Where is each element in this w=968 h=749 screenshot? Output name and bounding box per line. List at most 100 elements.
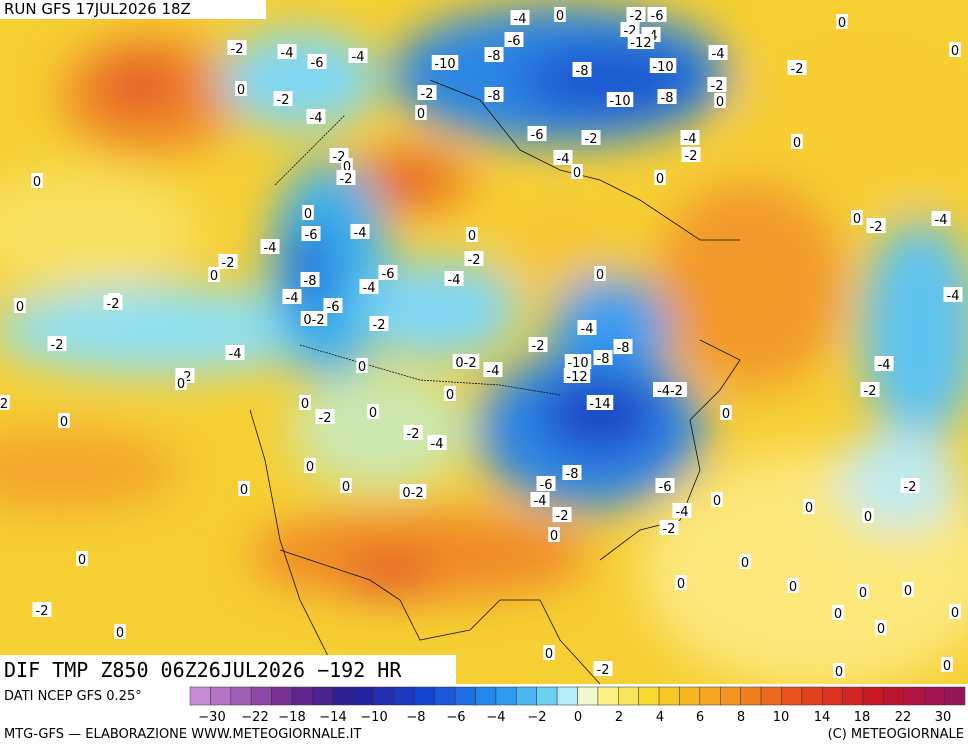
contour-label-bg <box>653 382 687 397</box>
contour-label: 0 <box>838 16 846 31</box>
colorbar-label: −18 <box>278 710 305 725</box>
contour-label: 0 <box>951 44 959 59</box>
colorbar-swatch <box>597 686 619 706</box>
contour-label-bg <box>626 7 646 22</box>
colorbar-swatch <box>801 686 823 706</box>
contour-label: -4 <box>264 241 277 256</box>
contour-label: -4 <box>354 226 367 241</box>
contour-label-bg <box>403 425 423 440</box>
contour-label: 0 <box>877 622 885 637</box>
contour-label: -2 <box>421 87 434 102</box>
contour-label: 2 <box>0 397 8 412</box>
colorbar-label: −8 <box>406 710 425 725</box>
contour-label-bg <box>681 147 701 162</box>
contour-label-bg <box>367 404 379 419</box>
contour-label-bg <box>466 227 478 242</box>
contour-label-bg <box>857 584 869 599</box>
contour-label: 0 <box>116 626 124 641</box>
colorbar-swatch <box>638 686 660 706</box>
contour-label-bg <box>444 386 456 401</box>
colorbar-swatch <box>516 686 537 706</box>
contour-label: -6 <box>659 480 672 495</box>
contour-label-bg <box>543 645 555 660</box>
contour-label: 0 <box>853 212 861 227</box>
colorbar-swatch <box>821 686 843 706</box>
contour-label-bg <box>836 14 848 29</box>
contour-label: 0 <box>369 406 377 421</box>
colorbar-label: −6 <box>446 710 465 725</box>
contour-label-bg <box>655 478 675 493</box>
contour-label-bg <box>627 34 655 49</box>
colorbar-swatch <box>230 686 252 706</box>
contour-label-bg <box>504 32 524 47</box>
contour-label: -6 <box>651 9 664 24</box>
copyright-label: (C) METEOGIORNALE <box>828 727 964 742</box>
colorbar-label: 10 <box>773 710 790 725</box>
contour-label: -4-2 <box>657 384 683 399</box>
colorbar-label: 8 <box>737 710 745 725</box>
colorbar-swatch <box>883 686 905 706</box>
contour-label: 0-2 <box>402 486 423 501</box>
colorbar-swatch <box>679 686 701 706</box>
contour-label-bg <box>484 47 504 62</box>
contour-label: 0 <box>177 377 185 392</box>
colorbar-label: 14 <box>814 710 831 725</box>
contour-label-bg <box>675 575 687 590</box>
contour-label-bg <box>356 358 368 373</box>
colorbar-swatch <box>291 686 313 706</box>
contour-label: -6 <box>382 267 395 282</box>
contour-label: 0 <box>240 483 248 498</box>
contour-label: -6 <box>508 34 521 49</box>
contour-label: 0 <box>834 607 842 622</box>
contour-label-bg <box>594 266 606 281</box>
contour-label: -2 <box>585 132 598 147</box>
contour-label: 0 <box>301 397 309 412</box>
contour-label: 0 <box>943 659 951 674</box>
contour-label: -8 <box>488 49 501 64</box>
contour-label-bg <box>238 481 250 496</box>
contour-label-bg <box>787 578 799 593</box>
colorbar-swatch <box>556 686 578 706</box>
contour-label-bg <box>530 492 550 507</box>
contour-label: -6 <box>311 56 324 71</box>
contour-label-bg <box>528 337 548 352</box>
contour-label-bg <box>649 58 677 73</box>
contour-label-bg <box>654 170 666 185</box>
colorbar-label: 6 <box>696 710 704 725</box>
contour-label: -4 <box>229 347 242 362</box>
contour-label: -4 <box>352 50 365 65</box>
contour-label: -10 <box>652 60 673 75</box>
contour-label: -10 <box>567 356 588 371</box>
source-label: DATI NCEP GFS 0.25° <box>4 689 142 704</box>
contour-label-bg <box>577 320 597 335</box>
contour-label: -14 <box>589 397 610 412</box>
contour-label-bg <box>949 604 961 619</box>
contour-label-bg <box>680 130 700 145</box>
colorbar-swatch <box>903 686 925 706</box>
contour-label: 0 <box>33 175 41 190</box>
colorbar-swatch <box>760 686 782 706</box>
contour-label-bg <box>851 210 863 225</box>
colorbar-label: −14 <box>319 710 346 725</box>
coastlines <box>249 79 741 684</box>
contour-label: 0 <box>805 501 813 516</box>
contour-label-bg <box>833 663 845 678</box>
contour-label: 0 <box>951 606 959 621</box>
contour-label-bg <box>787 60 807 75</box>
contour-label-bg <box>606 92 634 107</box>
contour-label-bg <box>47 336 67 351</box>
contour-label: 0 <box>550 529 558 544</box>
colorbar: −30 −22 −18 −14 −10 −8 −6 −4 −2 0 2 4 6 8 10 14 18 22 30 <box>189 686 966 725</box>
contour-label: -4 <box>431 437 444 452</box>
colorbar-swatch <box>720 686 741 706</box>
contour-label: 0 <box>78 553 86 568</box>
contour-label: 0 <box>468 229 476 244</box>
contour-label-bg <box>860 382 880 397</box>
contour-label-bg <box>832 605 844 620</box>
colorbar-swatch <box>312 686 334 706</box>
colorbar-swatch <box>618 686 639 706</box>
contour-label: -8 <box>304 274 317 289</box>
contour-label-bg <box>427 435 447 450</box>
contour-label: -4 <box>935 213 948 228</box>
contour-label-bg <box>260 239 280 254</box>
